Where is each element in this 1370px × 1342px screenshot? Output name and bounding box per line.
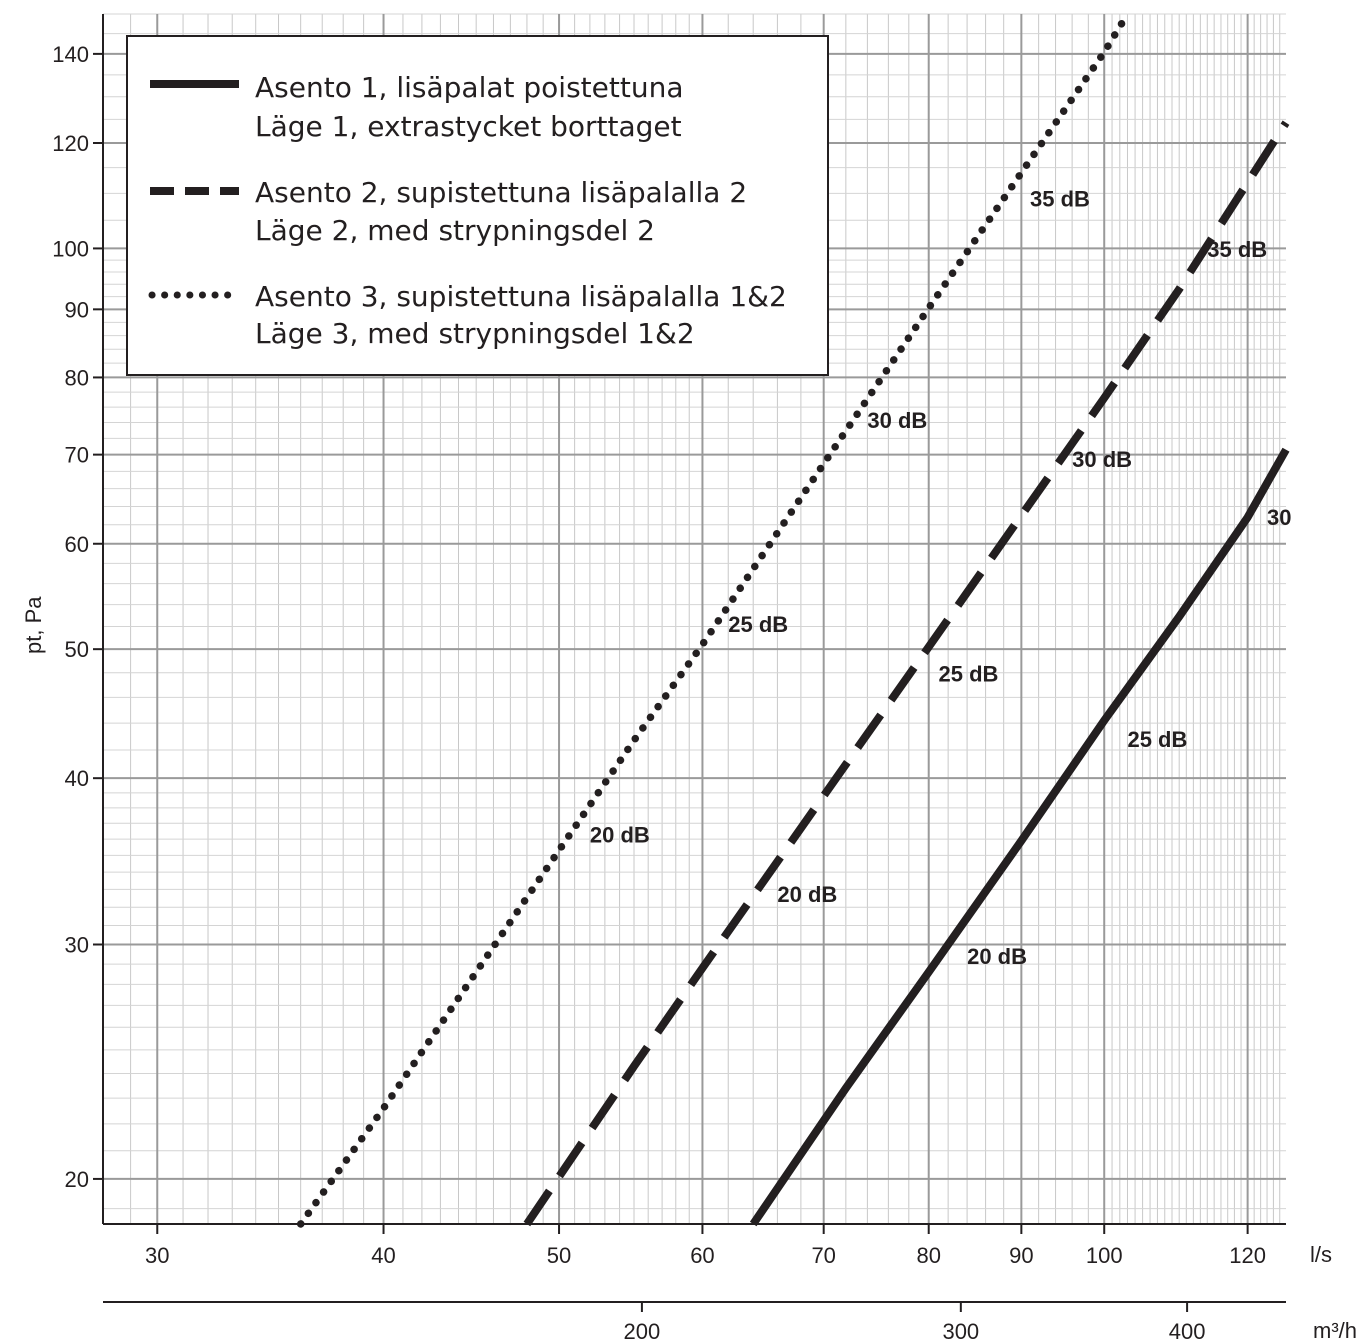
y-tick-label: 70 xyxy=(65,443,89,468)
legend-series-1-line-1: Asento 1, lisäpalat poistettuna xyxy=(255,71,683,104)
x-tick-label: 30 xyxy=(145,1243,169,1268)
y-tick-label: 140 xyxy=(52,42,89,67)
db-label-series-3: 25 dB xyxy=(728,612,788,637)
x-tick-label: 50 xyxy=(547,1243,571,1268)
y-tick-label: 90 xyxy=(65,297,89,322)
db-labels: 20 dB 25 dB 30 20 dB 25 dB 30 dB 35 dB 20 dB 25 … xyxy=(590,187,1292,969)
legend-box xyxy=(126,35,829,376)
curve-series-3 xyxy=(296,10,1132,1228)
x-tick-label: 120 xyxy=(1229,1243,1266,1268)
legend-series-3-line-2: Läge 3, med strypningsdel 1&2 xyxy=(255,317,695,350)
y-tick-label: 120 xyxy=(52,131,89,156)
x2-tick-label: 400 xyxy=(1169,1319,1206,1342)
db-label-series-3: 35 dB xyxy=(1030,187,1090,212)
x-tick-label: 40 xyxy=(371,1243,395,1268)
y-tick-label: 50 xyxy=(65,637,89,662)
x-axis-label: l/s xyxy=(1310,1242,1332,1267)
db-label-series-3: 30 dB xyxy=(867,408,927,433)
y-tick-label: 30 xyxy=(65,933,89,958)
x2-axis-label: m³/h xyxy=(1313,1318,1357,1342)
db-label-series-1: 25 dB xyxy=(1127,727,1187,752)
y-tick-label: 80 xyxy=(65,365,89,390)
x2-tick-label: 300 xyxy=(942,1319,979,1342)
plot-frame xyxy=(102,14,1286,1225)
legend-series-2-line-2: Läge 2, med strypningsdel 2 xyxy=(255,214,655,247)
db-label-series-3: 20 dB xyxy=(590,822,650,847)
curve-series-2 xyxy=(523,120,1290,1227)
y-tick-label: 40 xyxy=(65,766,89,791)
x-tick-label: 80 xyxy=(916,1243,940,1268)
db-label-series-2: 30 dB xyxy=(1072,447,1132,472)
secondary-x-axis: 200 300 400 xyxy=(103,1301,1286,1342)
legend-series-2-line-1: Asento 2, supistettuna lisäpalalla 2 xyxy=(255,176,747,209)
legend: Asento 1, lisäpalat poistettuna Läge 1, … xyxy=(126,35,829,376)
curve-series-1 xyxy=(749,447,1290,1227)
curves xyxy=(296,10,1290,1228)
y-tick-label: 100 xyxy=(52,236,89,261)
db-label-series-1: 20 dB xyxy=(967,944,1027,969)
legend-series-1-line-2: Läge 1, extrastycket borttaget xyxy=(255,110,682,143)
x-tick-label: 60 xyxy=(690,1243,714,1268)
x-tick-label: 90 xyxy=(1009,1243,1033,1268)
x-axis-ticks: 30 40 50 60 70 80 90 100 120 xyxy=(145,1224,1266,1268)
x-tick-label: 100 xyxy=(1086,1243,1123,1268)
y-tick-label: 20 xyxy=(65,1167,89,1192)
db-label-series-1: 30 xyxy=(1267,505,1291,530)
x-tick-label: 70 xyxy=(811,1243,835,1268)
legend-series-3-line-1: Asento 3, supistettuna lisäpalalla 1&2 xyxy=(255,280,787,313)
x2-tick-label: 200 xyxy=(624,1319,661,1342)
y-axis-ticks: 20 30 40 50 60 70 80 90 100 120 140 xyxy=(52,42,103,1192)
db-label-series-2: 35 dB xyxy=(1207,237,1267,262)
db-label-series-2: 20 dB xyxy=(777,882,837,907)
y-axis-label: pt, Pa xyxy=(21,596,46,654)
db-label-series-2: 25 dB xyxy=(938,661,998,686)
y-tick-label: 60 xyxy=(65,532,89,557)
